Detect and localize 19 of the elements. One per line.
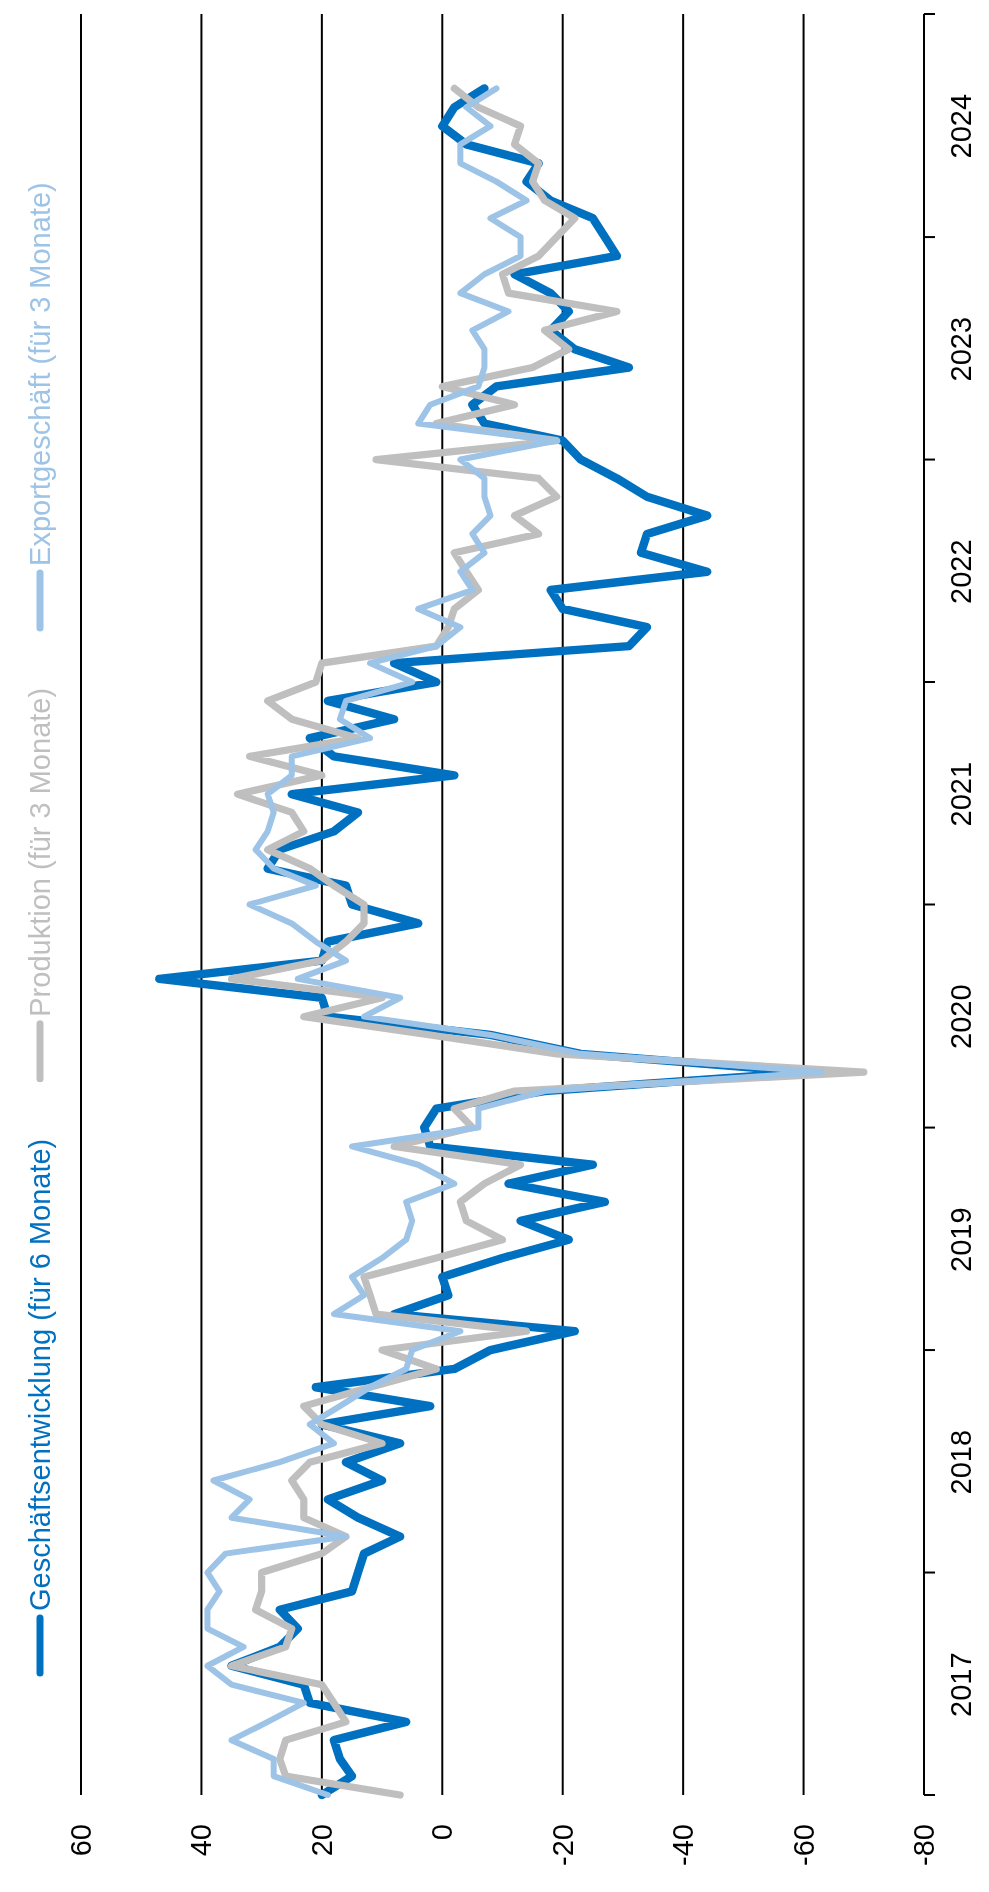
y-tick-label: 2022 bbox=[945, 539, 977, 604]
x-tick-label: 40 bbox=[185, 1824, 218, 1857]
x-tick-label: -80 bbox=[908, 1824, 940, 1866]
text: Geschäftsentwicklung (für 6 Monate) bbox=[24, 1138, 56, 1611]
text: Produktion (für 3 Monate) bbox=[24, 687, 56, 1017]
x-tick-label: 0 bbox=[426, 1824, 459, 1841]
x-tick-label: 20 bbox=[305, 1824, 338, 1857]
text: Exportgeschäft (für 3 Monate) bbox=[24, 182, 56, 566]
y-tick-label: 2024 bbox=[945, 93, 977, 159]
y-tick-label: 2018 bbox=[945, 1429, 977, 1495]
y-tick-label: 2017 bbox=[945, 1652, 977, 1717]
x-tick-label: 60 bbox=[65, 1824, 97, 1857]
y-tick-label: 2020 bbox=[945, 984, 977, 1049]
y-tick-label: 2021 bbox=[945, 761, 977, 827]
y-tick-label: 2023 bbox=[945, 316, 977, 382]
y-tick-label: 2019 bbox=[945, 1207, 977, 1272]
x-tick-label: -20 bbox=[546, 1824, 579, 1866]
x-tick-label: -60 bbox=[787, 1824, 820, 1866]
x-tick-label: -40 bbox=[667, 1824, 700, 1866]
